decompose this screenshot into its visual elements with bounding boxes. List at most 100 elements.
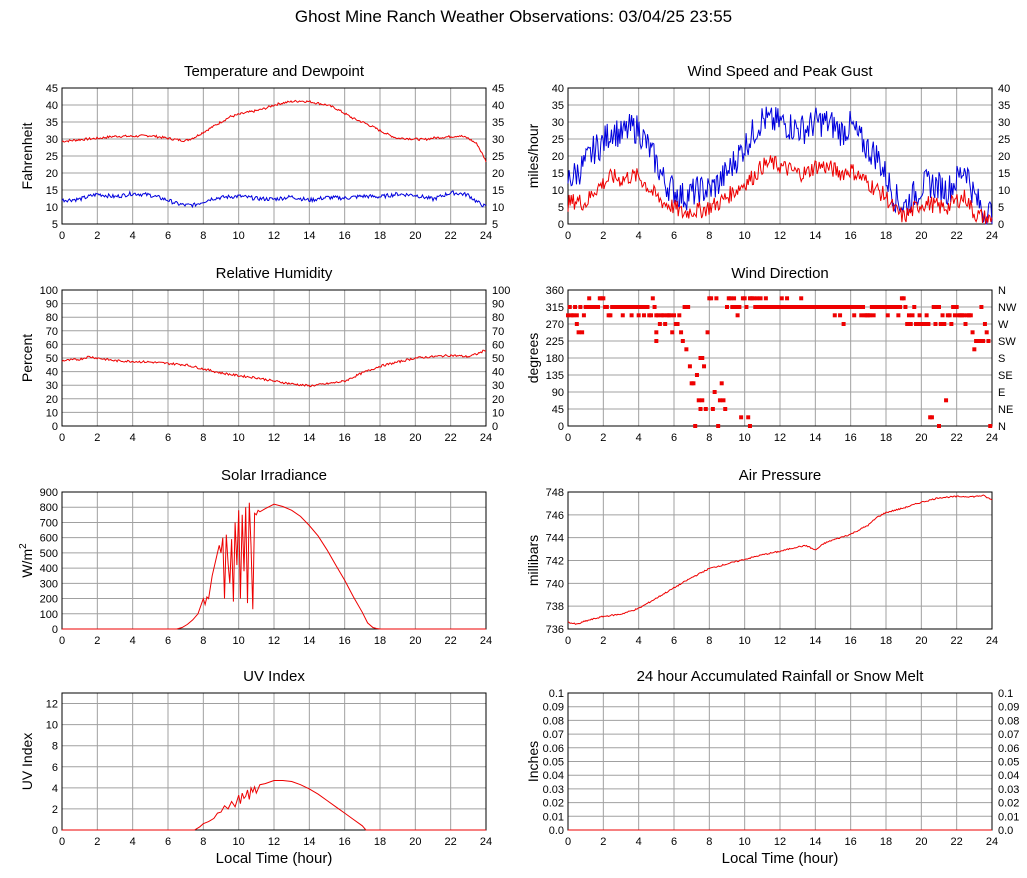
y-tick-label: 135	[546, 370, 564, 382]
data-point	[859, 313, 864, 318]
y-tick-label-right: 50	[492, 353, 504, 365]
data-point	[972, 347, 977, 352]
data-point	[677, 313, 682, 318]
data-point	[929, 415, 934, 420]
y-axis-label: degrees	[525, 333, 541, 384]
x-tick-label: 2	[94, 836, 100, 848]
y-tick-label: 315	[546, 302, 564, 314]
y-tick-label-right: 0.02	[998, 798, 1019, 810]
y-tick-label: 0	[52, 624, 58, 636]
x-tick-label: 0	[59, 635, 65, 647]
data-point	[831, 305, 835, 309]
y-tick-label: 90	[46, 299, 58, 311]
x-tick-label: 6	[165, 836, 171, 848]
y-axis-label: UV Index	[19, 733, 35, 791]
x-tick-label: 6	[165, 432, 171, 444]
x-tick-label: 24	[480, 836, 492, 848]
data-point	[982, 322, 987, 326]
data-point	[926, 322, 931, 326]
y-tick-label-right: 0.01	[998, 811, 1019, 823]
y-tick-label-right: 40	[492, 367, 504, 379]
y-tick-label: 10	[46, 720, 58, 732]
data-point	[783, 305, 788, 309]
data-point	[700, 356, 705, 360]
y-tick-label: 15	[552, 168, 564, 180]
x-tick-label: 4	[130, 230, 136, 242]
data-point	[901, 296, 906, 301]
y-tick-label-right: S	[998, 353, 1005, 365]
x-tick-label: 8	[706, 230, 712, 242]
x-tick-label: 24	[986, 635, 998, 647]
y-tick-label: 400	[40, 563, 58, 575]
y-tick-label-right: 15	[998, 168, 1010, 180]
y-tick-label: 70	[46, 326, 58, 338]
y-tick-label: 40	[552, 83, 564, 95]
y-tick-label: 270	[546, 319, 564, 331]
x-tick-label: 20	[915, 836, 927, 848]
y-tick-label: 225	[546, 336, 564, 348]
x-tick-label: 18	[374, 836, 386, 848]
data-point	[832, 313, 837, 318]
x-tick-label: 20	[915, 635, 927, 647]
y-tick-label: 746	[546, 510, 564, 522]
data-point	[574, 322, 579, 326]
plot-frame	[61, 289, 487, 427]
x-tick-label: 10	[739, 635, 751, 647]
data-point	[710, 407, 715, 411]
chart-rain: 24 hour Accumulated Rainfall or Snow Mel…	[525, 668, 1019, 867]
data-point	[604, 305, 609, 309]
plot-frame	[567, 87, 993, 225]
data-point	[778, 305, 782, 309]
data-point	[838, 313, 843, 318]
y-tick-label: 100	[40, 285, 58, 297]
x-tick-label: 8	[706, 432, 712, 444]
data-point	[694, 373, 699, 377]
data-point	[944, 398, 949, 403]
x-tick-label: 18	[374, 432, 386, 444]
data-point	[620, 313, 625, 318]
y-tick-label: 744	[546, 533, 564, 545]
data-point	[661, 313, 666, 318]
x-tick-label: 14	[809, 432, 821, 444]
x-tick-label: 0	[565, 432, 571, 444]
x-tick-label: 2	[600, 635, 606, 647]
y-tick-label: 20	[46, 168, 58, 180]
data-point	[758, 296, 763, 301]
plot-frame	[567, 289, 993, 427]
data-point	[686, 305, 691, 309]
data-point	[988, 424, 993, 428]
y-tick-label: 0.08	[543, 715, 564, 727]
y-tick-label-right: SW	[998, 336, 1016, 348]
x-tick-label: 12	[774, 635, 786, 647]
x-tick-label: 10	[233, 230, 245, 242]
y-tick-label-right: 20	[492, 168, 504, 180]
x-tick-label: 18	[374, 635, 386, 647]
data-point	[714, 296, 719, 301]
y-tick-label: 60	[46, 339, 58, 351]
y-tick-label-right: 20	[998, 151, 1010, 163]
data-point	[691, 381, 696, 386]
data-point	[700, 398, 705, 403]
x-tick-label: 0	[565, 635, 571, 647]
data-point	[627, 305, 632, 309]
data-point	[861, 305, 866, 309]
chart-title: UV Index	[243, 668, 305, 685]
y-tick-label: 0.1	[549, 688, 564, 700]
y-tick-label: 5	[52, 219, 58, 231]
x-tick-label: 18	[880, 635, 892, 647]
x-tick-label: 16	[845, 836, 857, 848]
y-tick-label-right: 25	[492, 151, 504, 163]
y-tick-label-right: 0	[998, 219, 1004, 231]
data-point	[917, 313, 922, 318]
y-tick-label: 20	[552, 151, 564, 163]
data-point	[641, 313, 646, 318]
data-point	[687, 364, 692, 369]
x-tick-label: 10	[233, 432, 245, 444]
data-point	[654, 330, 659, 335]
plot-frame	[567, 491, 993, 630]
y-axis-label: miles/hour	[525, 123, 541, 188]
y-tick-label: 740	[546, 578, 564, 590]
x-tick-label: 0	[59, 432, 65, 444]
data-point	[797, 305, 802, 309]
